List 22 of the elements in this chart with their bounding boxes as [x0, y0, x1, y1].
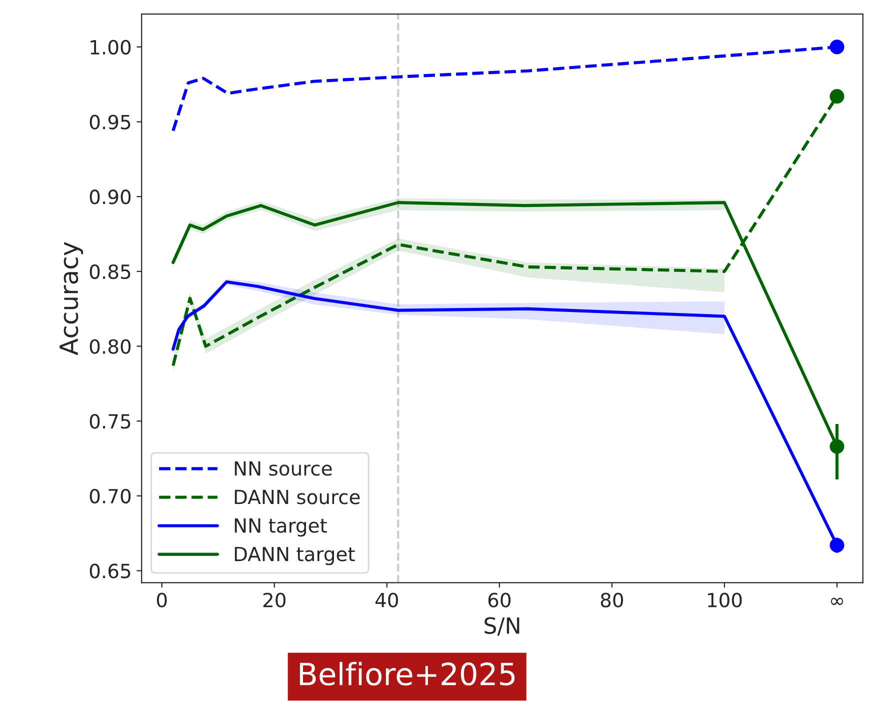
y-tick-label: 0.85	[90, 264, 130, 280]
x-tick-label: 0	[156, 592, 167, 608]
legend-label: DANN target	[234, 546, 355, 566]
y-tick-label: 0.65	[90, 564, 130, 578]
y-tick-label: 1.00	[90, 40, 131, 55]
x-tick-label: 100	[708, 592, 742, 608]
text: Belfiore+2025	[300, 662, 515, 686]
y-tick-label: 0.80	[90, 339, 131, 354]
x-tick-label: 80	[600, 592, 624, 608]
x-tick-label: 20	[263, 592, 286, 608]
x-axis-title: S/N	[484, 617, 520, 636]
y-tick-label: 0.95	[90, 114, 130, 130]
legend-label: NN target	[234, 518, 327, 537]
x-tick-label: ∞	[830, 598, 844, 605]
x-tick-label: 60	[488, 592, 511, 608]
y-tick-label: 0.70	[90, 488, 131, 504]
x-tick-label: 40	[375, 592, 398, 608]
y-tick-label: 0.90	[90, 190, 131, 204]
legend-label: DANN source	[234, 490, 360, 504]
y-tick-label: 0.75	[90, 414, 130, 429]
y-axis-title: Accuracy	[60, 242, 84, 356]
legend-label: NN source	[234, 461, 332, 476]
